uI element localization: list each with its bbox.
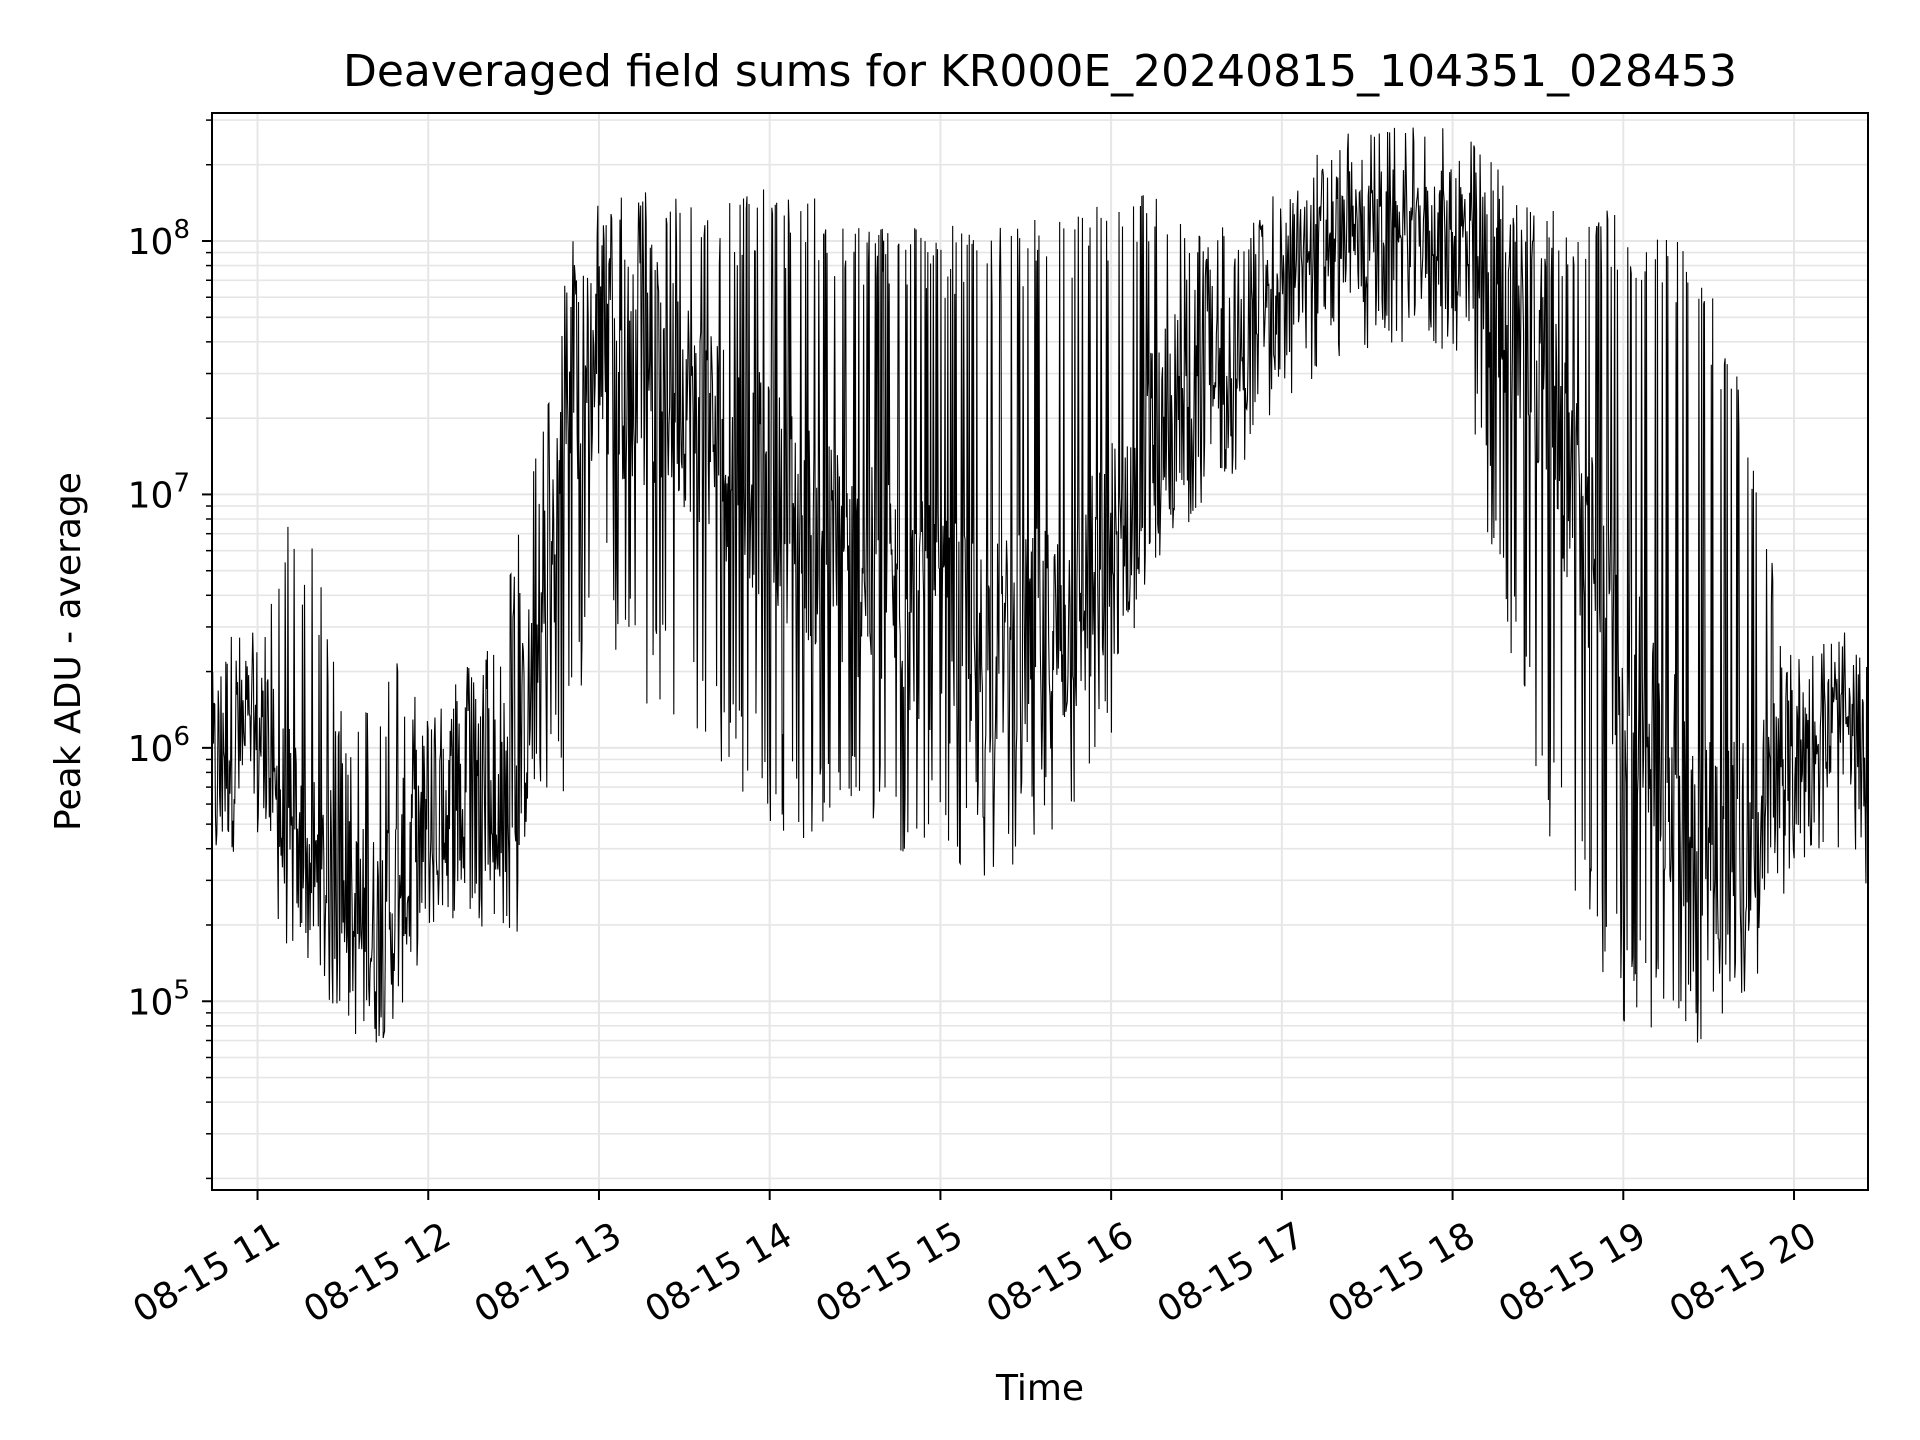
y-axis: 105 106 107 108 xyxy=(128,119,212,1180)
x-tick-label: 08-15 14 xyxy=(639,1215,800,1331)
x-tick-label: 08-15 19 xyxy=(1492,1215,1653,1331)
chart-title: Deaveraged field sums for KR000E_2024081… xyxy=(343,46,1737,97)
y-tick-label: 106 xyxy=(128,722,190,770)
x-tick-label: 08-15 12 xyxy=(297,1215,458,1331)
series-layer xyxy=(211,127,1869,1043)
x-tick-label: 08-15 13 xyxy=(468,1215,629,1331)
series-line xyxy=(211,127,1869,1043)
y-tick-label: 105 xyxy=(128,975,190,1023)
plot-frame xyxy=(211,112,1869,1191)
y-tick-label: 107 xyxy=(128,468,190,516)
x-tick-label: 08-15 15 xyxy=(809,1215,970,1331)
x-tick-label: 08-15 18 xyxy=(1321,1215,1482,1331)
x-tick-label: 08-15 20 xyxy=(1663,1215,1824,1331)
y-tick-label: 108 xyxy=(128,215,190,263)
y-axis-label: Peak ADU - average xyxy=(48,472,89,831)
x-tick-label: 08-15 11 xyxy=(126,1215,287,1331)
x-tick-label: 08-15 16 xyxy=(980,1215,1141,1331)
x-axis: 08-15 11 08-15 12 08-15 13 08-15 14 08-15 15… xyxy=(126,1190,1824,1331)
x-axis-label: Time xyxy=(995,1368,1084,1409)
x-tick-label: 08-15 17 xyxy=(1151,1215,1312,1331)
